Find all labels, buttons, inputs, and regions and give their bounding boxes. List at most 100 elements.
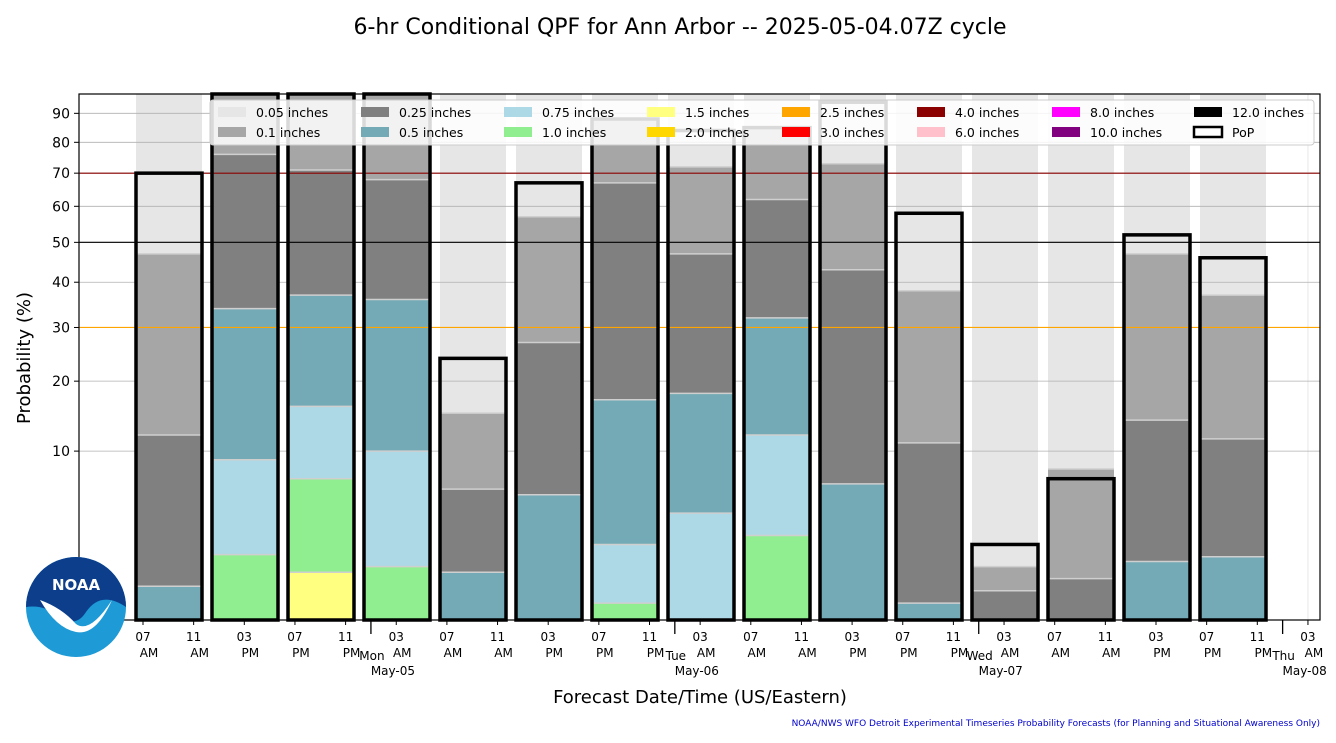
y-tick-label: 80 bbox=[52, 135, 70, 151]
legend-swatch bbox=[1052, 107, 1080, 117]
legend-label: 2.0 inches bbox=[685, 125, 749, 140]
legend: 0.05 inches 0.1 inches 0.25 inches 0.5 inch… bbox=[209, 99, 1315, 146]
x-axis-label: Forecast Date/Time (US/Eastern) bbox=[553, 687, 847, 708]
x-tick-hour: 03 bbox=[1148, 630, 1163, 644]
y-tick-label: 90 bbox=[52, 106, 70, 122]
legend-swatch-pop bbox=[1192, 125, 1224, 139]
legend-swatch bbox=[361, 127, 389, 137]
probability-bar-segment bbox=[1200, 556, 1266, 620]
probability-bar-segment bbox=[820, 483, 886, 620]
legend-swatch bbox=[218, 107, 246, 117]
day-of-week-label: Tue bbox=[665, 649, 687, 663]
probability-bar-segment bbox=[668, 513, 734, 620]
x-tick-ampm: AM bbox=[444, 646, 463, 660]
day-of-week-label: Wed bbox=[967, 649, 993, 663]
probability-bar-segment bbox=[972, 590, 1038, 620]
x-tick-hour: 03 bbox=[844, 630, 859, 644]
x-tick-hour: 03 bbox=[693, 630, 708, 644]
probability-bar-segment bbox=[440, 572, 506, 620]
x-tick-ampm: AM bbox=[1305, 646, 1324, 660]
x-tick-hour: 07 bbox=[287, 630, 302, 644]
x-tick-hour: 11 bbox=[186, 630, 201, 644]
legend-label: 0.1 inches bbox=[256, 125, 320, 140]
legend-swatch bbox=[647, 127, 675, 137]
legend-swatch bbox=[504, 107, 532, 117]
y-tick-label: 30 bbox=[52, 320, 70, 336]
y-tick-label: 20 bbox=[52, 374, 70, 390]
x-tick-hour: 07 bbox=[439, 630, 454, 644]
x-tick-ampm: AM bbox=[494, 646, 513, 660]
probability-bar-segment bbox=[288, 572, 354, 620]
chart-title: 6-hr Conditional QPF for Ann Arbor -- 20… bbox=[353, 15, 1006, 40]
legend-label: 8.0 inches bbox=[1090, 105, 1154, 120]
date-label: May-06 bbox=[675, 664, 719, 678]
legend-label: 4.0 inches bbox=[955, 105, 1019, 120]
legend-swatch bbox=[917, 107, 945, 117]
legend-box bbox=[209, 99, 1315, 146]
y-tick-label: 50 bbox=[52, 235, 70, 251]
probability-bar-segment bbox=[516, 494, 582, 620]
x-tick-ampm: AM bbox=[798, 646, 817, 660]
x-tick-ampm: PM bbox=[1153, 646, 1171, 660]
day-of-week-label: Mon bbox=[359, 649, 384, 663]
background-bar bbox=[972, 94, 1038, 620]
x-tick-hour: 07 bbox=[895, 630, 910, 644]
probability-bar-segment bbox=[136, 586, 202, 620]
legend-swatch bbox=[218, 127, 246, 137]
probability-bar-segment bbox=[896, 603, 962, 620]
x-tick-hour: 11 bbox=[794, 630, 809, 644]
noaa-logo: NOAA bbox=[26, 557, 126, 657]
x-tick-ampm: AM bbox=[697, 646, 716, 660]
legend-swatch bbox=[1194, 107, 1222, 117]
y-axis-ticks: 10 20 30 40 50 60 70 80 90 bbox=[52, 106, 79, 460]
x-tick-hour: 03 bbox=[389, 630, 404, 644]
probability-bar-segment bbox=[212, 554, 278, 620]
x-tick-hour: 11 bbox=[1250, 630, 1265, 644]
x-tick-ampm: PM bbox=[849, 646, 867, 660]
y-tick-label: 10 bbox=[52, 444, 70, 460]
y-tick-label: 70 bbox=[52, 166, 70, 182]
legend-label: 1.5 inches bbox=[685, 105, 749, 120]
date-label: May-08 bbox=[1283, 664, 1327, 678]
x-tick-ampm: PM bbox=[1255, 646, 1273, 660]
legend-label: 0.05 inches bbox=[256, 105, 328, 120]
probability-bar-segment bbox=[592, 603, 658, 620]
legend-label: 6.0 inches bbox=[955, 125, 1019, 140]
legend-swatch bbox=[782, 127, 810, 137]
probability-bars bbox=[136, 93, 1266, 621]
noaa-logo-text: NOAA bbox=[52, 576, 101, 594]
x-tick-ampm: AM bbox=[1001, 646, 1020, 660]
legend-label: 12.0 inches bbox=[1232, 105, 1304, 120]
x-tick-hour: 07 bbox=[135, 630, 150, 644]
probability-bar-segment bbox=[896, 442, 962, 620]
x-tick-ampm: AM bbox=[748, 646, 767, 660]
legend-swatch bbox=[647, 107, 675, 117]
x-tick-ampm: PM bbox=[647, 646, 665, 660]
day-of-week-label: Thu bbox=[1271, 649, 1295, 663]
x-tick-ampm: PM bbox=[900, 646, 918, 660]
x-tick-hour: 11 bbox=[946, 630, 961, 644]
x-tick-hour: 03 bbox=[237, 630, 252, 644]
x-tick-hour: 11 bbox=[1098, 630, 1113, 644]
legend-label: 0.5 inches bbox=[399, 125, 463, 140]
legend-label: 1.0 inches bbox=[542, 125, 606, 140]
date-label: May-07 bbox=[979, 664, 1023, 678]
plot-area bbox=[78, 92, 1321, 622]
legend-swatch bbox=[782, 107, 810, 117]
legend-swatch bbox=[1052, 127, 1080, 137]
x-tick-ampm: AM bbox=[190, 646, 209, 660]
x-tick-ampm: PM bbox=[292, 646, 310, 660]
x-tick-ampm: PM bbox=[343, 646, 361, 660]
x-axis-ticks: 07 AM 11 AM 03 PM 07 PM 11 PM 03 AM 07 AM 11 AM 03 PM 07 PM… bbox=[135, 620, 1327, 678]
x-tick-ampm: PM bbox=[545, 646, 563, 660]
probability-bar-segment bbox=[1048, 578, 1114, 620]
legend-label: 0.75 inches bbox=[542, 105, 614, 120]
legend-swatch bbox=[504, 127, 532, 137]
x-tick-ampm: AM bbox=[1102, 646, 1121, 660]
probability-bar-segment bbox=[364, 566, 430, 620]
credit-text: NOAA/NWS WFO Detroit Experimental Timese… bbox=[792, 719, 1320, 729]
x-tick-hour: 11 bbox=[642, 630, 657, 644]
legend-label: 0.25 inches bbox=[399, 105, 471, 120]
legend-swatch bbox=[917, 127, 945, 137]
